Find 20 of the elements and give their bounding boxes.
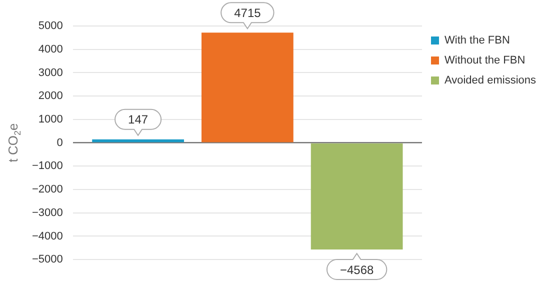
data-label: −4568 [340, 262, 374, 277]
y-tick-label: −4000 [32, 230, 63, 242]
legend-label: Avoided emissions [444, 74, 536, 87]
bar [202, 32, 294, 142]
y-tick-label: −2000 [32, 184, 63, 196]
y-tick-label: 5000 [38, 20, 63, 32]
data-label: 4715 [234, 6, 262, 20]
legend-label: With the FBN [444, 34, 510, 47]
y-tick-label: 2000 [38, 90, 63, 102]
y-axis-title: t CO2e [6, 123, 22, 162]
y-tick-label: −5000 [32, 254, 63, 266]
y-tick-label: −3000 [32, 206, 63, 219]
data-label: 147 [128, 112, 148, 127]
y-tick-label: 3000 [38, 66, 63, 79]
y-tick-label: 4000 [38, 43, 63, 56]
bar [310, 143, 403, 250]
y-tick-label: −1000 [32, 160, 63, 172]
y-tick-label: 0 [56, 136, 63, 149]
y-tick-label: 1000 [38, 113, 63, 126]
legend-label: Without the FBN [444, 54, 526, 67]
